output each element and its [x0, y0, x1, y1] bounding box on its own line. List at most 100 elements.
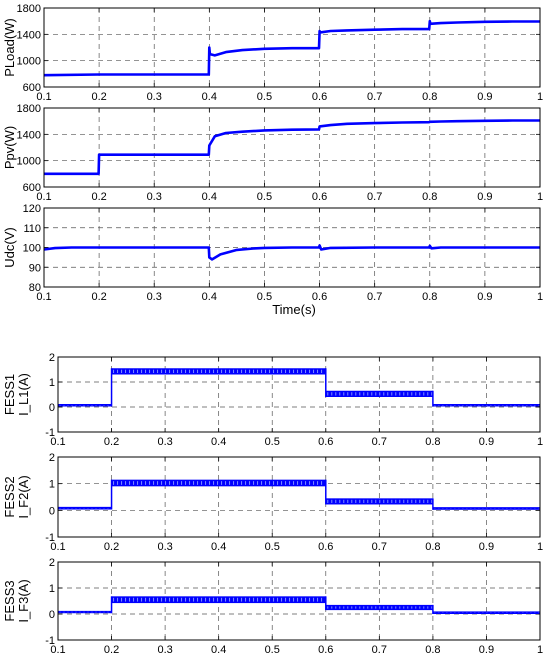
- x-tick-label: 0.5: [257, 291, 272, 303]
- y-axis-label: PLoad(W): [2, 18, 17, 77]
- x-tick-label: 0.6: [318, 436, 333, 448]
- x-tick-label: 1: [537, 541, 543, 553]
- chart-panel-4: 0.1 0.2 0.3 0.4 0.5 0.6 0.7 0.8 0.9 1 -1 0 1 2 FESS1 I_…: [2, 352, 543, 448]
- plot-frame: [57, 356, 541, 433]
- x-tick-label: 0.2: [104, 541, 119, 553]
- y-axis-label: Ppv(W): [2, 126, 17, 169]
- chart-panel-3: 0.1 0.2 0.3 0.4 0.5 0.6 0.7 0.8 0.9 1 80 90 100 110 12…: [2, 203, 543, 317]
- x-tick-label: 0.5: [265, 541, 280, 553]
- x-tick-label: 0.5: [265, 644, 280, 656]
- x-tick-label: 0.9: [479, 436, 494, 448]
- y-tick-label: 1000: [17, 56, 41, 68]
- x-tick-label: 0.7: [372, 436, 387, 448]
- y-axis-unit-label: I_F3(A): [16, 579, 31, 622]
- x-tick-label: 0.1: [36, 291, 51, 303]
- y-tick-label: 0: [49, 402, 55, 414]
- y-axis-label: FESS2: [2, 476, 17, 517]
- x-tick-label: 0.5: [257, 91, 272, 103]
- x-tick-label: 1: [537, 644, 543, 656]
- chart-panel-5: 0.1 0.2 0.3 0.4 0.5 0.6 0.7 0.8 0.9 1 -1 0 1 2 FESS2 I_…: [2, 452, 543, 553]
- x-tick-label: 0.1: [36, 191, 51, 203]
- x-tick-label: 0.9: [477, 191, 492, 203]
- current-band-segment: [325, 498, 433, 505]
- x-tick-label: 0.8: [425, 541, 440, 553]
- y-tick-label: 2: [49, 452, 55, 464]
- x-tick-label: 0.8: [422, 91, 437, 103]
- x-tick-label: 0.7: [372, 644, 387, 656]
- y-tick-label: 2: [49, 557, 55, 569]
- x-tick-label: 0.3: [147, 191, 162, 203]
- current-band-fill: [58, 610, 112, 614]
- x-tick-label: 0.1: [50, 644, 65, 656]
- y-axis-label: FESS3: [2, 580, 17, 621]
- x-tick-label: 0.4: [202, 191, 217, 203]
- plot-frame: [57, 456, 541, 538]
- x-tick-label: 0.7: [372, 541, 387, 553]
- y-tick-label: 1400: [17, 129, 41, 141]
- series-line: [44, 119, 540, 176]
- current-band-segment: [325, 604, 433, 611]
- current-band-segment: [111, 596, 326, 604]
- y-axis-unit-label: I_L1(A): [16, 373, 31, 416]
- current-band-segment: [432, 404, 540, 407]
- chart-panel-1: 0.1 0.2 0.3 0.4 0.5 0.6 0.7 0.8 0.9 1 600 1000 1400 1…: [2, 3, 543, 103]
- current-band-fill: [111, 479, 326, 487]
- plot-area: [58, 457, 540, 537]
- chart-panel-6: 0.1 0.2 0.3 0.4 0.5 0.6 0.7 0.8 0.9 1 -1 0 1 2 FESS3 I_…: [2, 557, 543, 656]
- x-tick-label: 0.6: [312, 291, 327, 303]
- current-band-fill: [58, 404, 112, 407]
- series-line: [43, 244, 540, 261]
- y-tick-label: 0: [49, 505, 55, 517]
- x-tick-label: 0.5: [265, 436, 280, 448]
- x-tick-label: 0.3: [147, 291, 162, 303]
- y-axis-label: FESS1: [2, 374, 17, 415]
- x-tick-label: 0.8: [422, 291, 437, 303]
- x-tick-label: 0.7: [367, 91, 382, 103]
- current-band-segment: [58, 610, 112, 614]
- y-tick-label: 120: [23, 203, 41, 215]
- x-tick-label: 0.9: [479, 644, 494, 656]
- y-tick-label: 80: [29, 282, 41, 294]
- current-band-fill: [111, 596, 326, 604]
- x-tick-label: 0.3: [147, 91, 162, 103]
- current-band-segment: [111, 368, 326, 375]
- x-tick-label: 0.3: [157, 541, 172, 553]
- current-band-fill: [111, 368, 326, 375]
- x-tick-label: 0.8: [425, 644, 440, 656]
- y-tick-label: 1: [49, 583, 55, 595]
- y-tick-label: 100: [23, 243, 41, 255]
- x-tick-label: 1: [537, 436, 543, 448]
- plot-frame: [43, 7, 541, 88]
- y-tick-label: 2: [49, 352, 55, 364]
- x-tick-label: 0.5: [257, 191, 272, 203]
- y-tick-label: -1: [45, 635, 55, 647]
- y-tick-label: 0: [49, 609, 55, 621]
- y-tick-label: 600: [23, 82, 41, 94]
- x-tick-label: 0.2: [91, 291, 106, 303]
- x-tick-label: 1: [537, 291, 543, 303]
- x-tick-label: 0.2: [104, 436, 119, 448]
- y-tick-label: 1800: [17, 3, 41, 15]
- y-tick-label: 1800: [17, 103, 41, 115]
- y-tick-label: 90: [29, 262, 41, 274]
- x-tick-label: 0.8: [422, 191, 437, 203]
- x-tick-label: 0.3: [157, 644, 172, 656]
- x-tick-label: 0.1: [50, 436, 65, 448]
- x-tick-label: 0.6: [312, 191, 327, 203]
- y-tick-label: 1: [49, 377, 55, 389]
- plot-frame: [43, 107, 541, 188]
- y-tick-label: 110: [23, 223, 41, 235]
- current-band-segment: [432, 507, 540, 510]
- current-band-segment: [325, 390, 433, 397]
- x-tick-label: 0.4: [202, 91, 217, 103]
- y-tick-label: -1: [45, 532, 55, 544]
- plot-frame: [57, 561, 541, 641]
- x-tick-label: 0.9: [479, 541, 494, 553]
- series-line: [43, 19, 540, 77]
- x-tick-label: 0.3: [157, 436, 172, 448]
- x-axis-label: Time(s): [272, 302, 316, 317]
- x-tick-label: 0.9: [477, 91, 492, 103]
- x-tick-label: 0.7: [367, 191, 382, 203]
- current-band-fill: [58, 506, 112, 510]
